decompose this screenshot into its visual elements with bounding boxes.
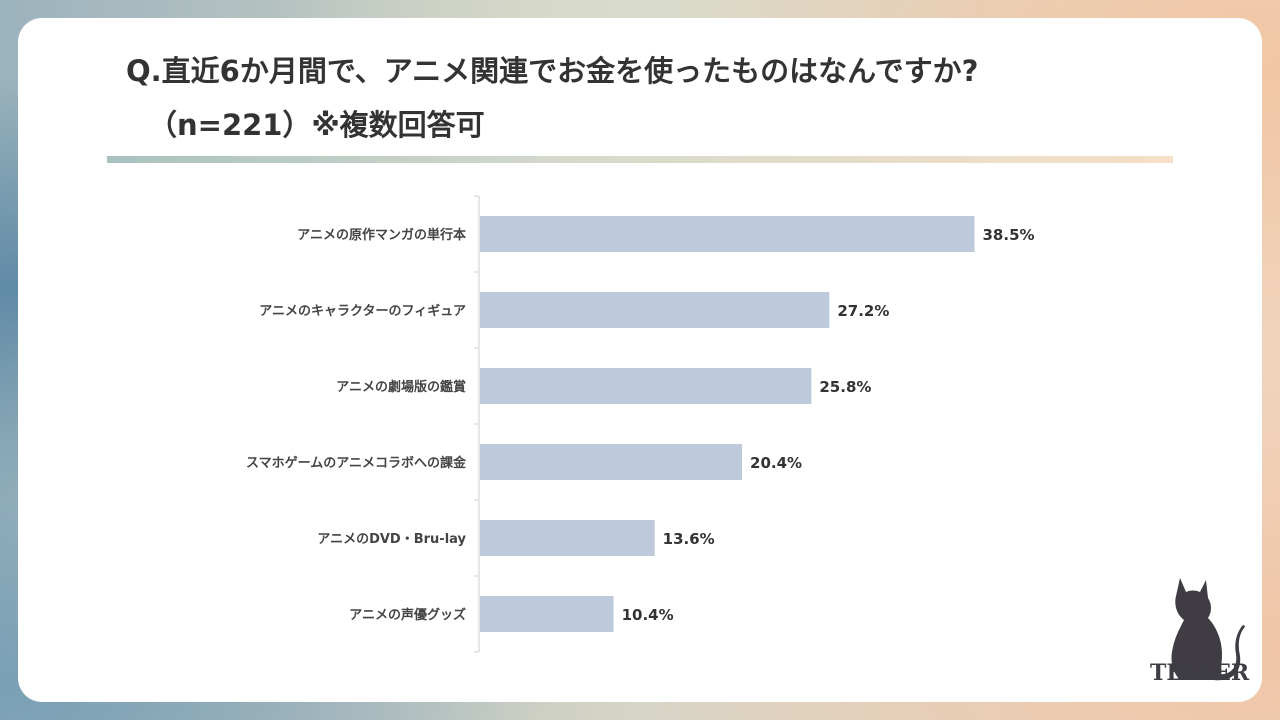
title-sample-note: （n=221）※複数回答可 <box>148 108 485 142</box>
bar <box>480 520 655 556</box>
category-label: アニメのキャラクターのフィギュア <box>259 303 466 319</box>
category-label: アニメのDVD・Bru-lay <box>317 532 466 547</box>
cat-icon <box>1171 578 1245 681</box>
title-question: Q.直近6か月間で、アニメ関連でお金を使ったものはなんですか? <box>126 54 979 88</box>
bar <box>480 368 812 404</box>
category-label: アニメの劇場版の鑑賞 <box>336 379 466 395</box>
teller-logo-text: TELLER <box>1150 660 1250 686</box>
slide-card <box>18 18 1262 702</box>
title-divider <box>107 156 1173 163</box>
value-label: 27.2% <box>837 302 889 320</box>
value-label: 13.6% <box>663 530 715 548</box>
bar <box>480 292 830 328</box>
page-title: Q.直近6か月間で、アニメ関連でお金を使ったものはなんですか? （n=221）※… <box>126 44 978 152</box>
category-label: アニメの声優グッズ <box>349 607 466 623</box>
bar <box>480 216 975 252</box>
value-label: 20.4% <box>750 454 802 472</box>
bar <box>480 596 614 632</box>
value-label: 10.4% <box>622 606 674 624</box>
value-label: 38.5% <box>983 226 1035 244</box>
bar <box>480 444 743 480</box>
category-label: スマホゲームのアニメコラボへの課金 <box>246 455 467 471</box>
category-label: アニメの原作マンガの単行本 <box>297 227 466 243</box>
value-label: 25.8% <box>819 378 871 396</box>
